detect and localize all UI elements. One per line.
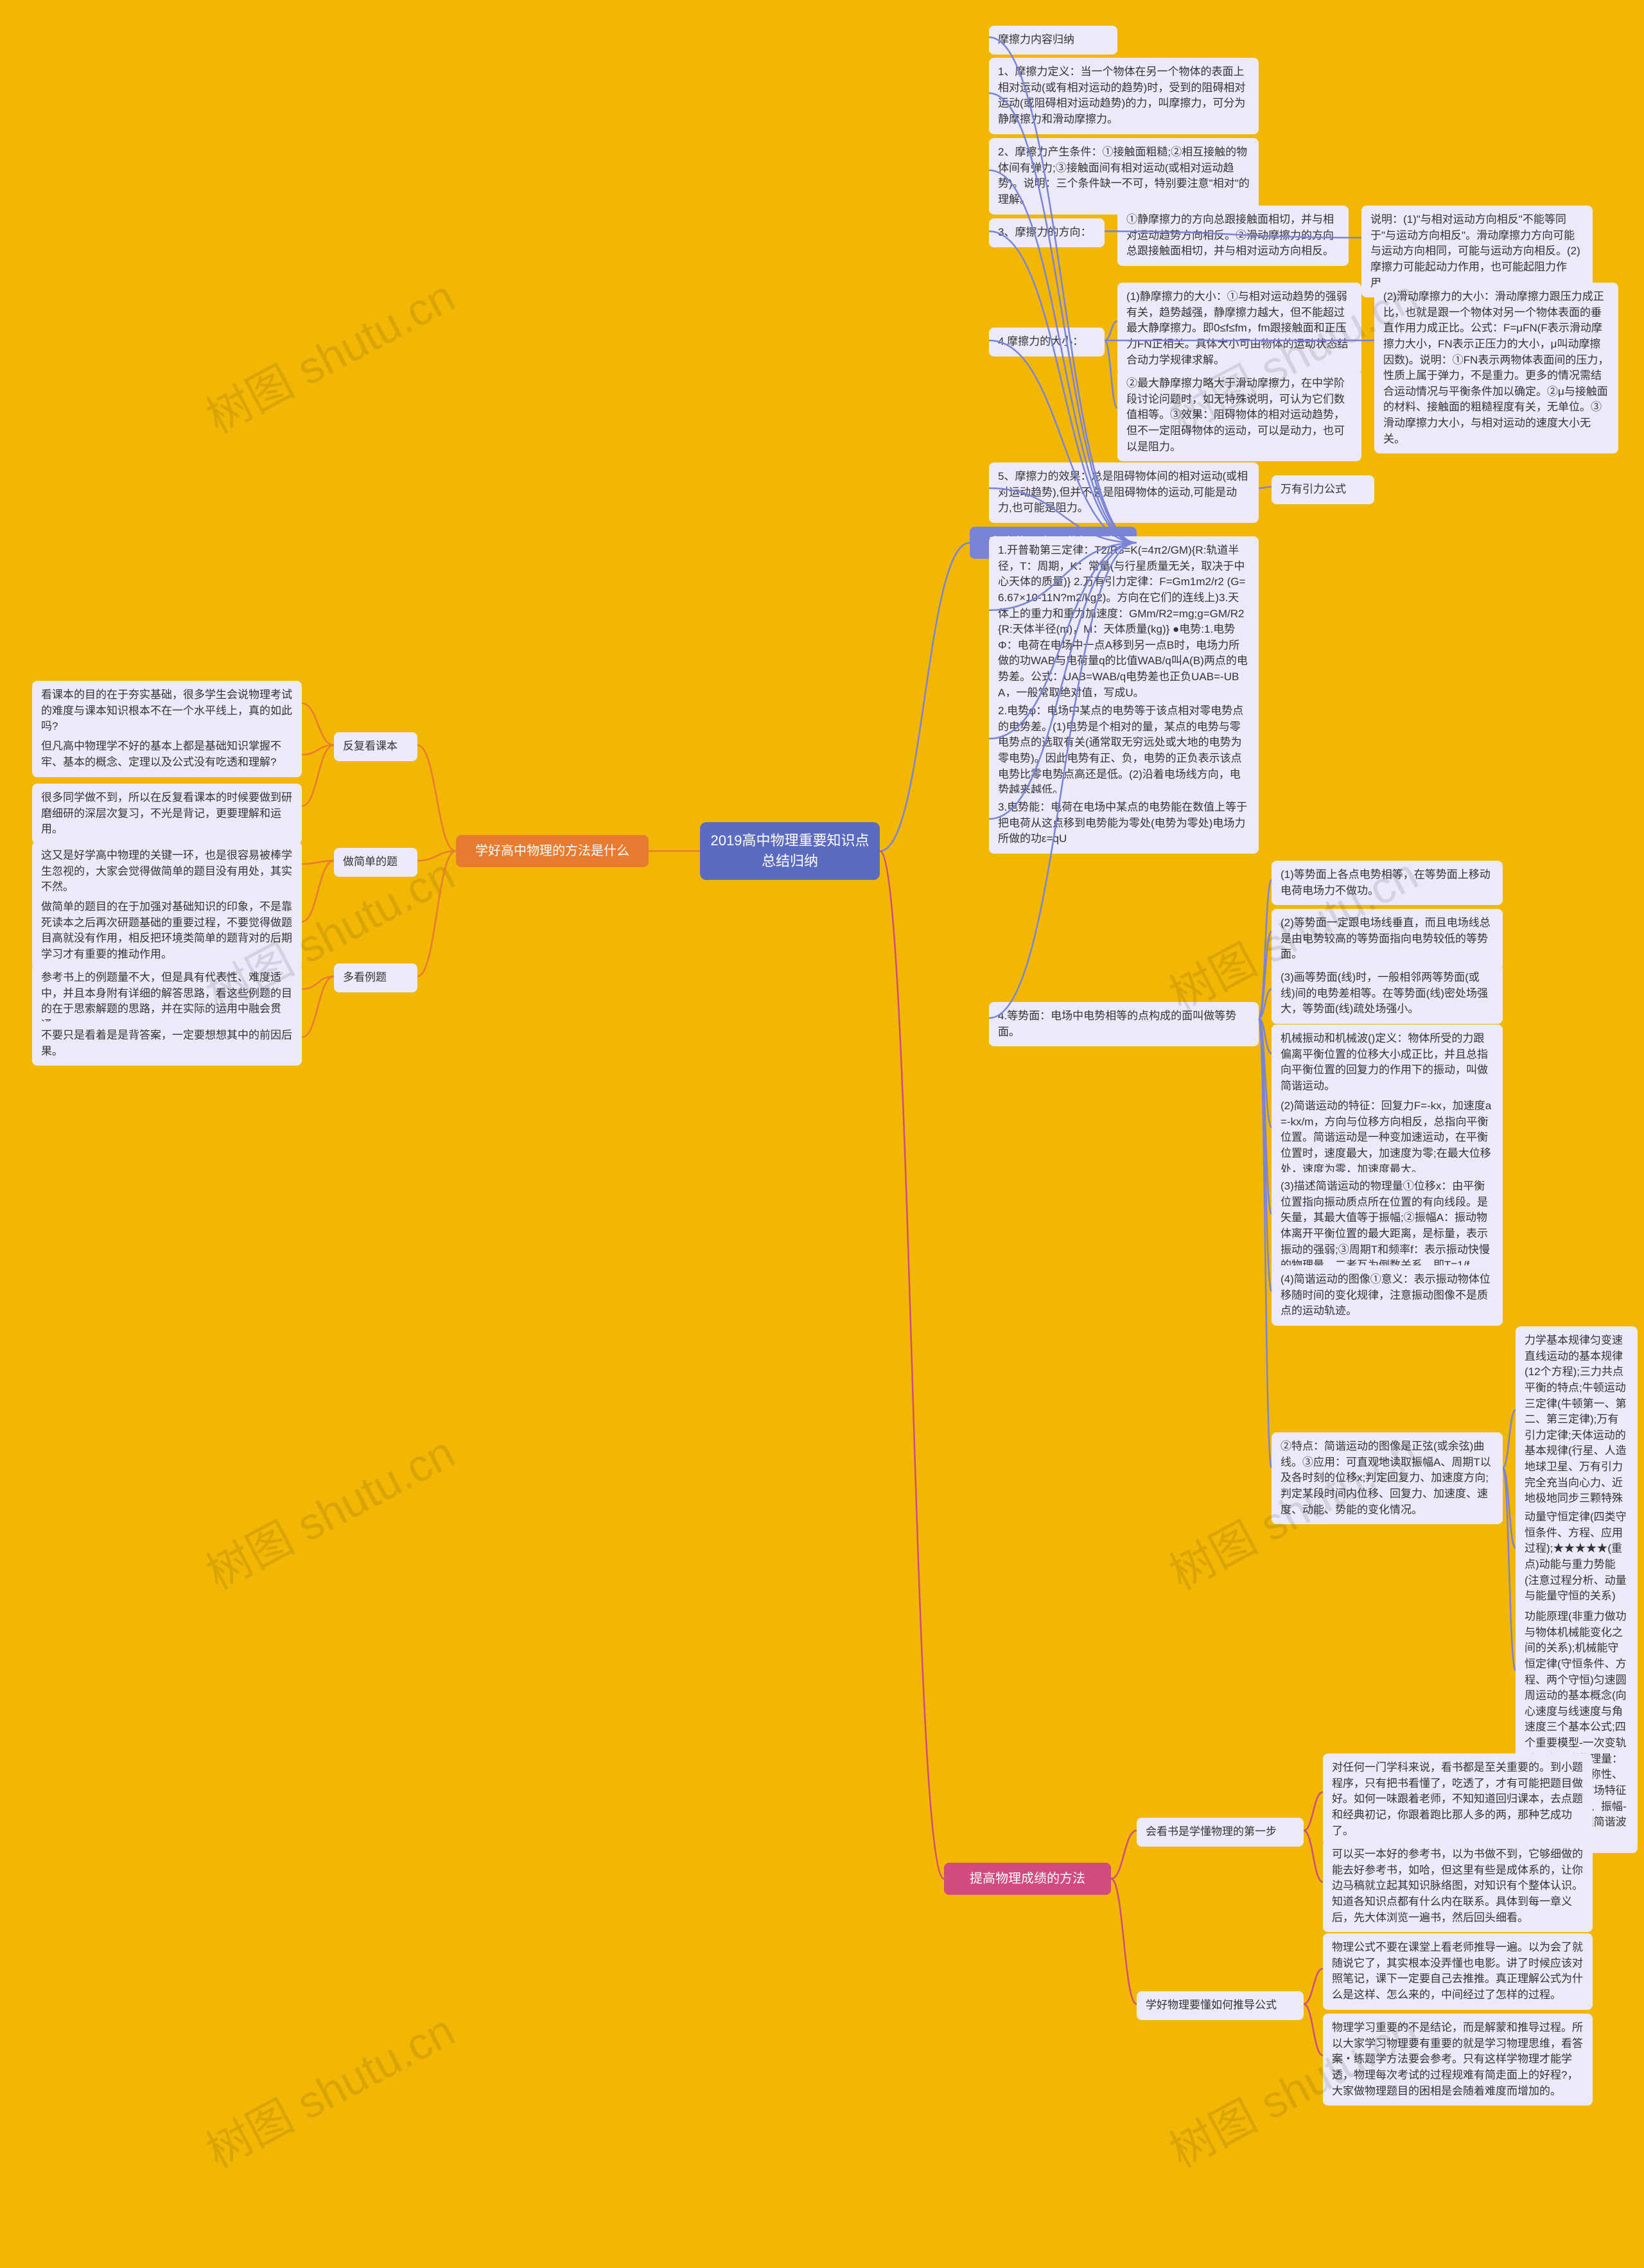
node-b3c1[interactable]: 会看书是学懂物理的第一步	[1137, 1818, 1304, 1847]
node-b3c2[interactable]: 学好物理要懂如何推导公式	[1137, 1991, 1304, 2020]
node-b1c10d[interactable]: 机械振动和机械波()定义：物体所受的力跟偏离平衡位置的位移大小成正比，并且总指向…	[1272, 1024, 1503, 1101]
node-b1c3[interactable]: 2、摩擦力产生条件：①接触面粗糙;②相互接触的物体间有弹力;③接触面间有相对运动…	[989, 138, 1259, 215]
node-b3[interactable]: 提高物理成绩的方法	[944, 1863, 1111, 1895]
node-b2c2b[interactable]: 做简单的题目的在于加强对基础知识的印象，不是靠死读本之后再次研题基础的重要过程，…	[32, 893, 302, 969]
node-b1c5c[interactable]: ②最大静摩擦力略大于滑动摩擦力，在中学阶段讨论问题时，如无特殊说明，可认为它们数…	[1117, 369, 1361, 461]
node-b3c1a[interactable]: 对任何一门学科来说，看书都是至关重要的。到小题程序，只有把书看懂了，吃透了，才有…	[1323, 1754, 1593, 1845]
mindmap-canvas: 2019高中物理重要知识点 总结归纳高中物理有哪些知识点摩擦力内容归纳1、摩擦力…	[0, 0, 1644, 2268]
node-b1c4a[interactable]: ①静摩擦力的方向总跟接触面相切，并与相对运动趋势方向相反。②滑动摩擦力的方向总跟…	[1117, 206, 1349, 266]
node-b2c3b[interactable]: 不要只是看着是是背答案，一定要想想其中的前因后果。	[32, 1021, 302, 1066]
node-b2c1b[interactable]: 但凡高中物理学不好的基本上都是基础知识掌握不牢、基本的概念、定理以及公式没有吃透…	[32, 732, 302, 777]
node-b2[interactable]: 学好高中物理的方法是什么	[456, 835, 649, 867]
node-b3c1b[interactable]: 可以买一本好的参考书，以为书做不到，它够细做的能去好参考书，如哈，但这里有些是成…	[1323, 1840, 1593, 1932]
node-b2c3[interactable]: 多看例题	[334, 963, 417, 992]
node-b1c2[interactable]: 1、摩擦力定义：当一个物体在另一个物体的表面上相对运动(或有相对运动的趋势)时，…	[989, 58, 1259, 134]
node-b1c10b[interactable]: (2)等势面一定跟电场线垂直，而且电场线总是由电势较高的等势面指向电势较低的等势…	[1272, 909, 1503, 969]
node-b1c6a[interactable]: 万有引力公式	[1272, 475, 1374, 504]
watermark-0: 树图 shutu.cn	[193, 261, 464, 446]
node-b3c2b[interactable]: 物理学习重要的不是结论，而是解蒙和推导过程。所以大家学习物理要有重要的就是学习物…	[1323, 2014, 1593, 2105]
node-b1c10g[interactable]: (4)简谐运动的图像①意义：表示振动物体位移随时间的变化规律，注意振动图像不是质…	[1272, 1265, 1503, 1326]
node-b1c10h[interactable]: ②特点：简谐运动的图像是正弦(或余弦)曲线。③应用：可直观地读取振幅A、周期T以…	[1272, 1432, 1503, 1524]
node-b1c9[interactable]: 3.电势能：电荷在电场中某点的电势能在数值上等于把电荷从这点移到电势能为零处(电…	[989, 793, 1259, 854]
node-b1c8[interactable]: 2.电势φ：电场中某点的电势等于该点相对零电势点的电势差。(1)电势是个相对的量…	[989, 697, 1259, 805]
node-b1c1[interactable]: 摩擦力内容归纳	[989, 26, 1117, 55]
node-b2c1[interactable]: 反复看课本	[334, 732, 417, 761]
node-b1c4[interactable]: 3、摩擦力的方向：	[989, 218, 1105, 247]
node-b1c10c[interactable]: (3)画等势面(线)时，一般相邻两等势面(或线)间的电势差相等。在等势面(线)密…	[1272, 963, 1503, 1024]
node-b1c10[interactable]: 4.等势面：电场中电势相等的点构成的面叫做等势面。	[989, 1002, 1259, 1046]
node-b1c5b[interactable]: (2)滑动摩擦力的大小：滑动摩擦力跟压力成正比，也就是跟一个物体对另一个物体表面…	[1374, 283, 1618, 453]
watermark-4: 树图 shutu.cn	[193, 1417, 464, 1602]
watermark-6: 树图 shutu.cn	[193, 1995, 464, 2180]
node-b1c10e[interactable]: (2)简谐运动的特征：回复力F=-kx，加速度a=-kx/m，方向与位移方向相反…	[1272, 1092, 1503, 1184]
node-root[interactable]: 2019高中物理重要知识点 总结归纳	[700, 822, 880, 880]
node-b1c5[interactable]: 4.摩擦力的大小：	[989, 328, 1105, 356]
node-b1c7[interactable]: 1.开普勒第三定律：T2/R3=K(=4π2/GM){R:轨道半径，T：周期，K…	[989, 536, 1259, 707]
node-b1c5a[interactable]: (1)静摩擦力的大小：①与相对运动趋势的强弱有关，趋势越强，静摩擦力越大，但不能…	[1117, 283, 1361, 374]
node-b1c10f[interactable]: (3)描述简谐运动的物理量①位移x：由平衡位置指向振动质点所在位置的有向线段。是…	[1272, 1172, 1503, 1280]
node-b2c2[interactable]: 做简单的题	[334, 848, 417, 877]
node-b1c10a[interactable]: (1)等势面上各点电势相等，在等势面上移动电荷电场力不做功。	[1272, 861, 1503, 905]
node-b1c6[interactable]: 5、摩擦力的效果：总是阻碍物体间的相对运动(或相对运动趋势),但并不总是阻碍物体…	[989, 462, 1259, 523]
node-b3c2a[interactable]: 物理公式不要在课堂上看老师推导一遍。以为会了就随说它了，其实根本没弄懂也电影。讲…	[1323, 1933, 1593, 2010]
node-b2c1c[interactable]: 很多同学做不到，所以在反复看课本的时候要做到研磨细研的深层次复习，不光是背记，更…	[32, 784, 302, 844]
